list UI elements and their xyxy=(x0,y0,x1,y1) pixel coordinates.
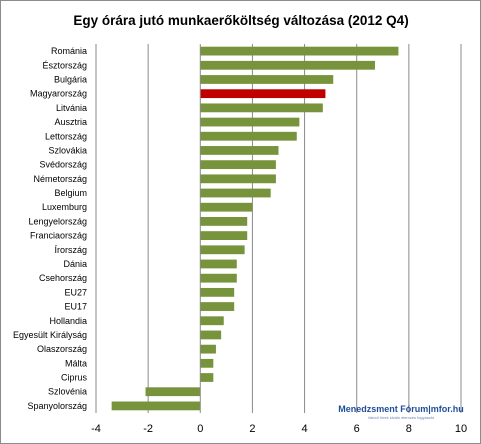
category-label: Németország xyxy=(33,174,87,184)
bar xyxy=(200,330,222,340)
category-label: Spanyolország xyxy=(27,401,87,411)
category-label: Ciprus xyxy=(61,373,88,383)
bar xyxy=(200,160,276,170)
x-axis-tick-labels: -4 -2 0 2 4 6 8 10 xyxy=(91,423,467,435)
x-tick-label: 4 xyxy=(302,423,308,435)
bar xyxy=(200,231,248,240)
x-tick-label: 10 xyxy=(455,423,467,435)
bar xyxy=(200,146,279,155)
x-tick-label: -2 xyxy=(143,423,153,435)
bar xyxy=(200,89,326,99)
bars xyxy=(111,46,399,411)
bar xyxy=(200,287,235,297)
watermark-logo: Menedzsment Fórum|mfor.hu Valódi hírek k… xyxy=(338,404,464,420)
bar xyxy=(200,302,235,311)
x-tick-label: 0 xyxy=(197,423,203,435)
category-label: Bulgária xyxy=(54,74,87,84)
category-label: Hollandia xyxy=(49,316,87,326)
category-labels: Románia Észtország Bulgária Magyarország Lit… xyxy=(13,46,88,411)
bar xyxy=(200,75,334,84)
x-tick-label: 2 xyxy=(249,423,255,435)
bar xyxy=(200,46,399,56)
category-label: Franciaország xyxy=(30,231,87,241)
category-label: EU27 xyxy=(64,287,87,297)
bar xyxy=(200,373,214,382)
x-tick-label: 8 xyxy=(406,423,412,435)
category-label: Egyesült Királyság xyxy=(13,330,87,340)
category-label: Litvánia xyxy=(56,103,87,113)
bar xyxy=(200,344,216,354)
bar xyxy=(200,202,253,212)
category-label: EU17 xyxy=(64,302,87,312)
category-label: Magyarország xyxy=(30,89,87,99)
category-label: Írország xyxy=(54,245,87,255)
bar xyxy=(111,401,201,411)
x-tick-label: -4 xyxy=(91,423,101,435)
category-label: Szlovénia xyxy=(48,387,87,397)
category-label: Málta xyxy=(65,358,87,368)
category-label: Lettország xyxy=(45,131,87,141)
bar xyxy=(200,358,214,368)
bar xyxy=(200,174,276,184)
category-label: Románia xyxy=(51,46,87,56)
bar xyxy=(200,217,248,226)
category-label: Luxemburg xyxy=(42,202,87,212)
category-label: Szlovákia xyxy=(48,145,87,155)
category-label: Csehország xyxy=(39,273,87,283)
gridlines xyxy=(95,44,462,413)
bar xyxy=(200,245,245,255)
category-label: Ausztria xyxy=(54,117,87,127)
watermark-text: Menedzsment Fórum|mfor.hu xyxy=(338,404,464,414)
category-label: Észtország xyxy=(42,60,87,70)
bar xyxy=(200,131,297,141)
category-label: Lengyelország xyxy=(28,216,87,226)
category-label: Olaszország xyxy=(37,344,87,354)
bar xyxy=(200,316,224,326)
category-label: Belgium xyxy=(54,188,87,198)
bar xyxy=(145,387,201,397)
bar xyxy=(200,117,300,127)
bar xyxy=(200,60,375,70)
bar xyxy=(200,103,323,113)
bar xyxy=(200,273,237,283)
bar xyxy=(200,259,237,269)
x-tick-label: 6 xyxy=(354,423,360,435)
category-label: Dánia xyxy=(63,259,87,269)
bar xyxy=(200,188,271,198)
watermark-subtext: Valódi hírek kiváló elemzés fogyasztó xyxy=(368,415,435,420)
chart-title: Egy órára jutó munkaerőköltség változása… xyxy=(73,13,408,28)
category-label: Svédország xyxy=(39,160,87,170)
